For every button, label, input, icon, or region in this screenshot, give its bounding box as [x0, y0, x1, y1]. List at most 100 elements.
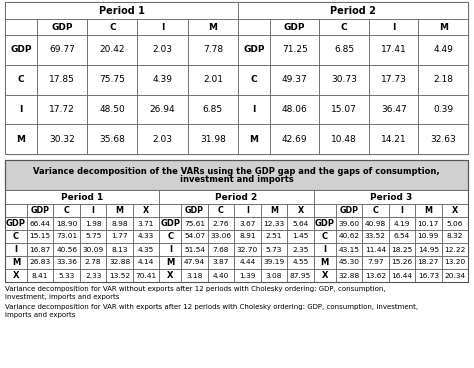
Bar: [415, 204, 442, 217]
Text: 12.33: 12.33: [264, 220, 284, 226]
Text: 4.49: 4.49: [433, 45, 453, 54]
Text: M: M: [249, 135, 258, 144]
Bar: [5, 269, 27, 282]
Text: X: X: [143, 206, 149, 215]
Text: M: M: [209, 22, 218, 32]
Text: 6.85: 6.85: [203, 105, 223, 114]
Text: 3.18: 3.18: [186, 272, 203, 279]
Bar: [336, 256, 362, 269]
Bar: [314, 256, 336, 269]
Text: 2.03: 2.03: [153, 135, 173, 144]
Bar: [80, 230, 106, 243]
Text: GDP: GDP: [31, 206, 50, 215]
Bar: [133, 204, 159, 217]
Bar: [369, 35, 419, 65]
Text: 2.51: 2.51: [266, 234, 282, 240]
Bar: [369, 95, 419, 124]
Bar: [137, 65, 188, 95]
Bar: [415, 217, 442, 230]
Bar: [5, 95, 37, 124]
Bar: [137, 95, 188, 124]
Bar: [5, 35, 37, 65]
Bar: [188, 19, 238, 35]
Text: 16.73: 16.73: [418, 272, 439, 279]
Bar: [442, 243, 468, 256]
Bar: [159, 230, 182, 243]
Text: C: C: [18, 75, 24, 84]
Text: 6.85: 6.85: [334, 45, 354, 54]
Text: I: I: [323, 245, 326, 254]
Text: M: M: [17, 135, 26, 144]
Bar: [5, 160, 468, 282]
Text: 42.69: 42.69: [282, 135, 308, 144]
Text: Period 1: Period 1: [61, 192, 103, 202]
Text: X: X: [167, 271, 173, 280]
Bar: [5, 2, 468, 154]
Text: I: I: [246, 206, 249, 215]
Bar: [419, 19, 468, 35]
Text: 73.01: 73.01: [56, 234, 77, 240]
Bar: [234, 204, 261, 217]
Bar: [389, 256, 415, 269]
Bar: [362, 230, 389, 243]
Text: M: M: [116, 206, 124, 215]
Bar: [389, 243, 415, 256]
Bar: [208, 217, 234, 230]
Text: C: C: [64, 206, 70, 215]
Text: 87.95: 87.95: [290, 272, 311, 279]
Bar: [54, 243, 80, 256]
Bar: [238, 2, 468, 19]
Text: 36.47: 36.47: [381, 105, 407, 114]
Text: GDP: GDP: [51, 22, 73, 32]
Text: imports and exports: imports and exports: [5, 312, 75, 318]
Text: GDP: GDP: [339, 206, 358, 215]
Text: 10.48: 10.48: [331, 135, 357, 144]
Bar: [159, 269, 182, 282]
Bar: [314, 190, 468, 204]
Bar: [270, 19, 319, 35]
Bar: [5, 65, 37, 95]
Bar: [238, 19, 270, 35]
Text: 8.13: 8.13: [111, 247, 128, 252]
Text: I: I: [401, 206, 403, 215]
Text: Period 1: Period 1: [99, 6, 145, 15]
Text: 0.39: 0.39: [433, 105, 453, 114]
Bar: [159, 204, 182, 217]
Text: X: X: [452, 206, 458, 215]
Text: 43.15: 43.15: [338, 247, 359, 252]
Text: 33.36: 33.36: [56, 259, 77, 265]
Bar: [319, 95, 369, 124]
Text: I: I: [161, 22, 164, 32]
Bar: [319, 19, 369, 35]
Text: 4.39: 4.39: [153, 75, 173, 84]
Bar: [80, 256, 106, 269]
Bar: [133, 217, 159, 230]
Bar: [389, 230, 415, 243]
Text: 18.25: 18.25: [391, 247, 412, 252]
Text: 6.54: 6.54: [394, 234, 410, 240]
Text: X: X: [321, 271, 328, 280]
Text: 47.94: 47.94: [184, 259, 205, 265]
Bar: [362, 217, 389, 230]
Text: I: I: [169, 245, 172, 254]
Bar: [419, 35, 468, 65]
Bar: [442, 217, 468, 230]
Bar: [270, 65, 319, 95]
Bar: [389, 269, 415, 282]
Text: 3.71: 3.71: [138, 220, 155, 226]
Text: investment and imports: investment and imports: [180, 176, 293, 184]
Bar: [80, 243, 106, 256]
Bar: [208, 204, 234, 217]
Text: GDP: GDP: [284, 22, 306, 32]
Text: 4.19: 4.19: [393, 220, 410, 226]
Text: 54.07: 54.07: [184, 234, 205, 240]
Text: 14.21: 14.21: [381, 135, 407, 144]
Text: M: M: [320, 258, 329, 267]
Bar: [369, 124, 419, 154]
Bar: [415, 243, 442, 256]
Text: 4.35: 4.35: [138, 247, 154, 252]
Text: 30.09: 30.09: [82, 247, 104, 252]
Text: 20.34: 20.34: [444, 272, 465, 279]
Bar: [5, 124, 37, 154]
Text: Variance decomposition of the VARs using the GDP gap and the gaps of consumption: Variance decomposition of the VARs using…: [33, 166, 440, 176]
